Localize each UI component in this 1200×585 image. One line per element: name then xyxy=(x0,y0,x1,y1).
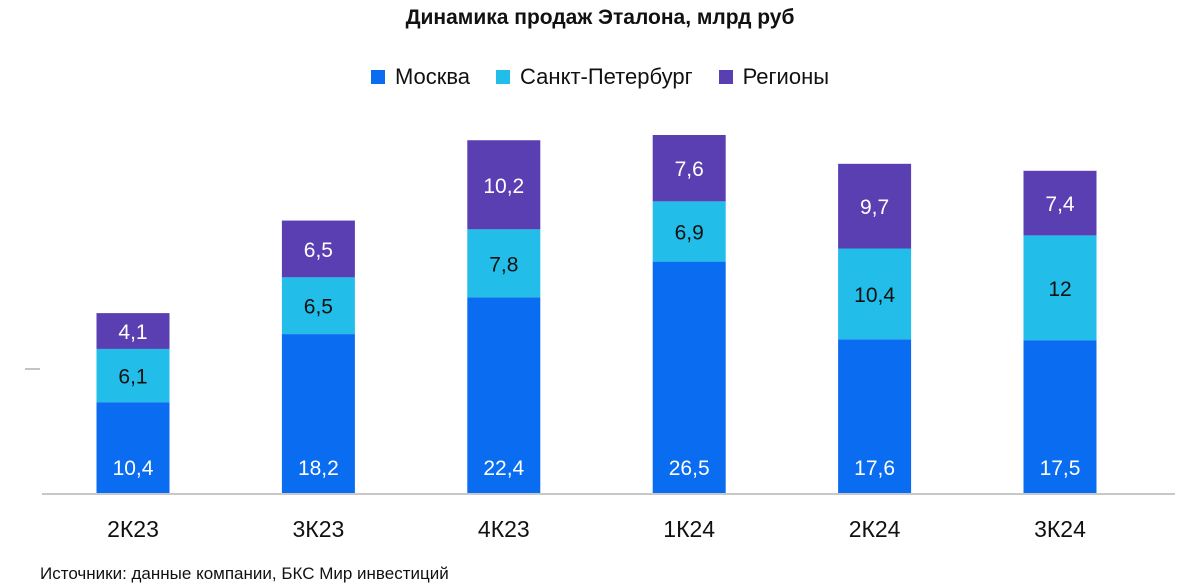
data-label: 10,2 xyxy=(483,175,524,198)
data-label: 7,8 xyxy=(489,253,518,276)
data-label: 6,1 xyxy=(118,366,147,389)
bar-segment xyxy=(652,201,726,262)
bar-segment xyxy=(467,140,541,230)
bar-segment xyxy=(1023,235,1097,341)
x-tick-label: 2К24 xyxy=(849,516,901,542)
x-tick-label: 3К23 xyxy=(293,516,345,542)
source-note: Источники: данные компании, БКС Мир инве… xyxy=(40,564,449,583)
data-label: 12 xyxy=(1048,278,1071,301)
data-label: 26,5 xyxy=(669,457,710,480)
x-tick-label: 3К24 xyxy=(1034,516,1086,542)
bar-segment xyxy=(96,313,170,349)
data-label: 6,5 xyxy=(304,239,333,262)
data-label: 4,1 xyxy=(118,321,147,344)
bar-segment xyxy=(1023,170,1097,236)
legend-label: Москва xyxy=(394,64,471,89)
data-label: 6,5 xyxy=(304,296,333,319)
x-tick-label: 1К24 xyxy=(663,516,715,542)
legend-label: Регионы xyxy=(742,64,830,89)
data-label: 6,9 xyxy=(675,221,704,244)
bar-segment xyxy=(96,402,170,493)
bar-segment xyxy=(838,339,912,493)
data-label: 18,2 xyxy=(298,457,339,480)
bar-segment xyxy=(838,248,912,340)
bar-segment xyxy=(652,135,726,202)
bar-segment xyxy=(96,348,170,403)
legend-swatch xyxy=(370,70,385,84)
data-label: 17,5 xyxy=(1040,457,1081,480)
bar-segment xyxy=(652,261,726,493)
data-label: 7,6 xyxy=(675,158,704,181)
x-tick-label: 2К23 xyxy=(107,516,159,542)
bar-segment xyxy=(1023,340,1097,493)
bar-segment xyxy=(281,334,355,493)
data-label: 10,4 xyxy=(854,284,895,307)
bar-segment xyxy=(467,229,541,298)
bar-segment xyxy=(467,297,541,493)
bar-segment xyxy=(281,277,355,335)
legend-item-spb: Санкт-Петербург xyxy=(496,64,693,90)
legend: Москва Санкт-Петербург Регионы xyxy=(0,64,1200,90)
data-label: 22,4 xyxy=(483,457,524,480)
data-label: 7,4 xyxy=(1045,193,1075,216)
x-tick-label: 4К23 xyxy=(478,516,530,542)
data-label: 10,4 xyxy=(113,457,154,480)
legend-item-moscow: Москва xyxy=(370,64,471,90)
legend-swatch xyxy=(496,70,511,84)
legend-swatch xyxy=(718,70,733,84)
data-label: 9,7 xyxy=(860,196,889,219)
chart-title: Динамика продаж Эталона, млрд руб xyxy=(405,6,795,29)
legend-label: Санкт-Петербург xyxy=(520,64,693,89)
data-label: 17,6 xyxy=(854,457,895,480)
bar-segment xyxy=(838,163,912,249)
bar-segment xyxy=(281,220,355,278)
legend-item-regions: Регионы xyxy=(718,64,830,90)
